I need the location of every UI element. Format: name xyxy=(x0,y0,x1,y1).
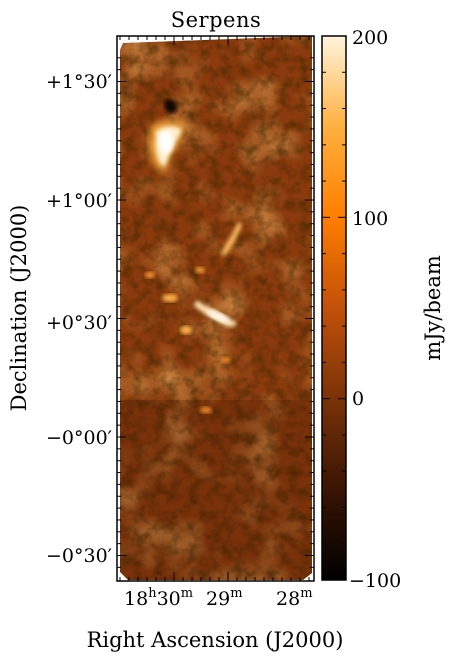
y-tick-label: +1°00′ xyxy=(46,190,112,212)
filament-middle-peak xyxy=(206,309,230,323)
clump-left-2 xyxy=(145,272,155,278)
x-tick-label: 28m xyxy=(276,586,313,610)
x-tick-label: 18h30m xyxy=(124,586,193,610)
clump-left xyxy=(162,294,178,302)
y-tick-label: +1°30′ xyxy=(46,71,112,93)
dark-hole-upper xyxy=(164,98,178,114)
map-lower-shade xyxy=(120,400,312,580)
y-tick-marks xyxy=(117,57,314,568)
y-tick-labels: +1°30′ +1°00′ +0°30′ −0°00′ −0°30′ xyxy=(46,71,112,567)
colorbar-frame xyxy=(321,35,347,581)
x-axis-label: Right Ascension (J2000) xyxy=(87,628,344,652)
chart-title: Serpens xyxy=(171,8,262,32)
colorbar-tick-label: 0 xyxy=(352,388,364,410)
clump-center xyxy=(180,326,192,334)
intensity-map xyxy=(120,36,312,580)
colorbar: 200 100 0 −100 mJy/beam xyxy=(321,27,445,592)
colorbar-tick-label: 200 xyxy=(352,27,388,49)
y-axis-label: Declination (J2000) xyxy=(7,205,31,412)
map-frame xyxy=(116,35,315,582)
filament-upper xyxy=(221,222,242,256)
colorbar-tick-label: 100 xyxy=(352,208,388,230)
clump-lower-2 xyxy=(200,407,212,413)
bright-core-peak xyxy=(159,131,173,153)
y-tick-label: −0°30′ xyxy=(46,545,112,567)
colorbar-label: mJy/beam xyxy=(421,255,445,361)
map-panel xyxy=(116,35,315,582)
colorbar-tick-marks xyxy=(322,35,346,581)
y-tick-label: +0°30′ xyxy=(46,312,112,334)
x-tick-label: 29m xyxy=(206,586,243,610)
clump-center-2 xyxy=(195,267,205,273)
x-tick-labels: 18h30m 29m 28m xyxy=(124,586,313,610)
colorbar-tick-label: −100 xyxy=(349,570,401,592)
colorbar-gradient xyxy=(322,36,346,580)
emission-features xyxy=(145,98,242,413)
y-tick-label: −0°00′ xyxy=(46,427,112,449)
clump-lower xyxy=(219,357,231,363)
x-tick-marks xyxy=(119,36,310,581)
